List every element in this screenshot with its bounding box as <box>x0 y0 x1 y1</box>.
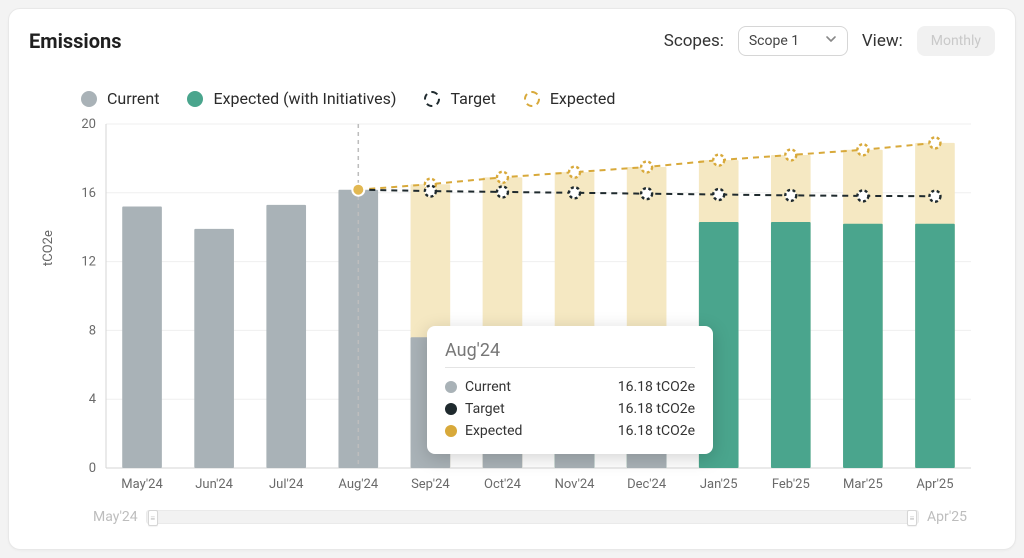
tooltip-title: Aug'24 <box>445 340 695 361</box>
range-selector: May'24 ≡ ≡ Apr'25 <box>85 506 975 528</box>
chart-legend: Current Expected (with Initiatives) Targ… <box>81 89 995 108</box>
view-select-value: Monthly <box>931 33 981 49</box>
svg-text:Oct'24: Oct'24 <box>484 477 522 492</box>
svg-text:8: 8 <box>89 323 96 338</box>
legend-swatch-current <box>81 91 97 107</box>
range-handle-start[interactable]: ≡ <box>148 510 158 526</box>
svg-text:Feb'25: Feb'25 <box>772 477 810 492</box>
y-axis-label: tCO2e <box>41 230 56 266</box>
legend-swatch-expected-init <box>187 91 203 107</box>
svg-text:20: 20 <box>81 117 96 132</box>
legend-item-target[interactable]: Target <box>424 89 495 108</box>
view-label: View: <box>862 31 903 51</box>
scope-select-value: Scope 1 <box>749 33 799 49</box>
legend-item-expected[interactable]: Expected <box>524 89 616 108</box>
range-track[interactable]: ≡ ≡ <box>146 510 919 524</box>
tooltip-row: Target16.18 tCO2e <box>445 398 695 420</box>
svg-text:Jul'24: Jul'24 <box>269 477 304 492</box>
svg-text:16: 16 <box>81 186 96 201</box>
range-handle-end[interactable]: ≡ <box>907 510 917 526</box>
legend-swatch-target <box>424 91 440 107</box>
emissions-card: Emissions Scopes: Scope 1 View: Monthly … <box>8 8 1016 550</box>
legend-item-current[interactable]: Current <box>81 89 159 108</box>
scopes-label: Scopes: <box>664 31 724 51</box>
svg-text:4: 4 <box>89 392 97 407</box>
legend-swatch-expected <box>524 91 540 107</box>
view-select[interactable]: Monthly <box>917 26 995 56</box>
legend-label-expected: Expected <box>550 89 616 108</box>
chevron-down-icon <box>825 33 837 49</box>
svg-text:12: 12 <box>81 255 96 270</box>
legend-label-expected-init: Expected (with Initiatives) <box>213 89 396 108</box>
svg-text:0: 0 <box>89 461 96 476</box>
svg-text:May'24: May'24 <box>121 477 163 492</box>
svg-text:Aug'24: Aug'24 <box>338 477 378 492</box>
legend-label-target: Target <box>450 89 495 108</box>
header-controls: Scopes: Scope 1 View: Monthly <box>664 26 995 56</box>
range-end-label: Apr'25 <box>919 509 975 525</box>
svg-text:Nov'24: Nov'24 <box>555 477 596 492</box>
svg-text:Jan'25: Jan'25 <box>700 477 738 492</box>
chart-tooltip: Aug'24 Current16.18 tCO2eTarget16.18 tCO… <box>427 326 713 454</box>
svg-text:Dec'24: Dec'24 <box>627 477 667 492</box>
svg-text:Apr'25: Apr'25 <box>916 477 953 492</box>
legend-label-current: Current <box>107 89 159 108</box>
tooltip-row: Expected16.18 tCO2e <box>445 420 695 442</box>
svg-text:Mar'25: Mar'25 <box>843 477 883 492</box>
scope-select[interactable]: Scope 1 <box>738 26 848 56</box>
card-title: Emissions <box>29 29 121 53</box>
card-header: Emissions Scopes: Scope 1 View: Monthly <box>29 25 995 57</box>
legend-item-expected-init[interactable]: Expected (with Initiatives) <box>187 89 396 108</box>
svg-text:Sep'24: Sep'24 <box>411 477 450 492</box>
svg-text:Jun'24: Jun'24 <box>195 477 233 492</box>
tooltip-row: Current16.18 tCO2e <box>445 376 695 398</box>
range-start-label: May'24 <box>85 509 146 525</box>
tooltip-divider <box>445 367 695 368</box>
chart-area: tCO2e 048121620May'24Jun'24Jul'24Aug'24S… <box>51 116 995 496</box>
